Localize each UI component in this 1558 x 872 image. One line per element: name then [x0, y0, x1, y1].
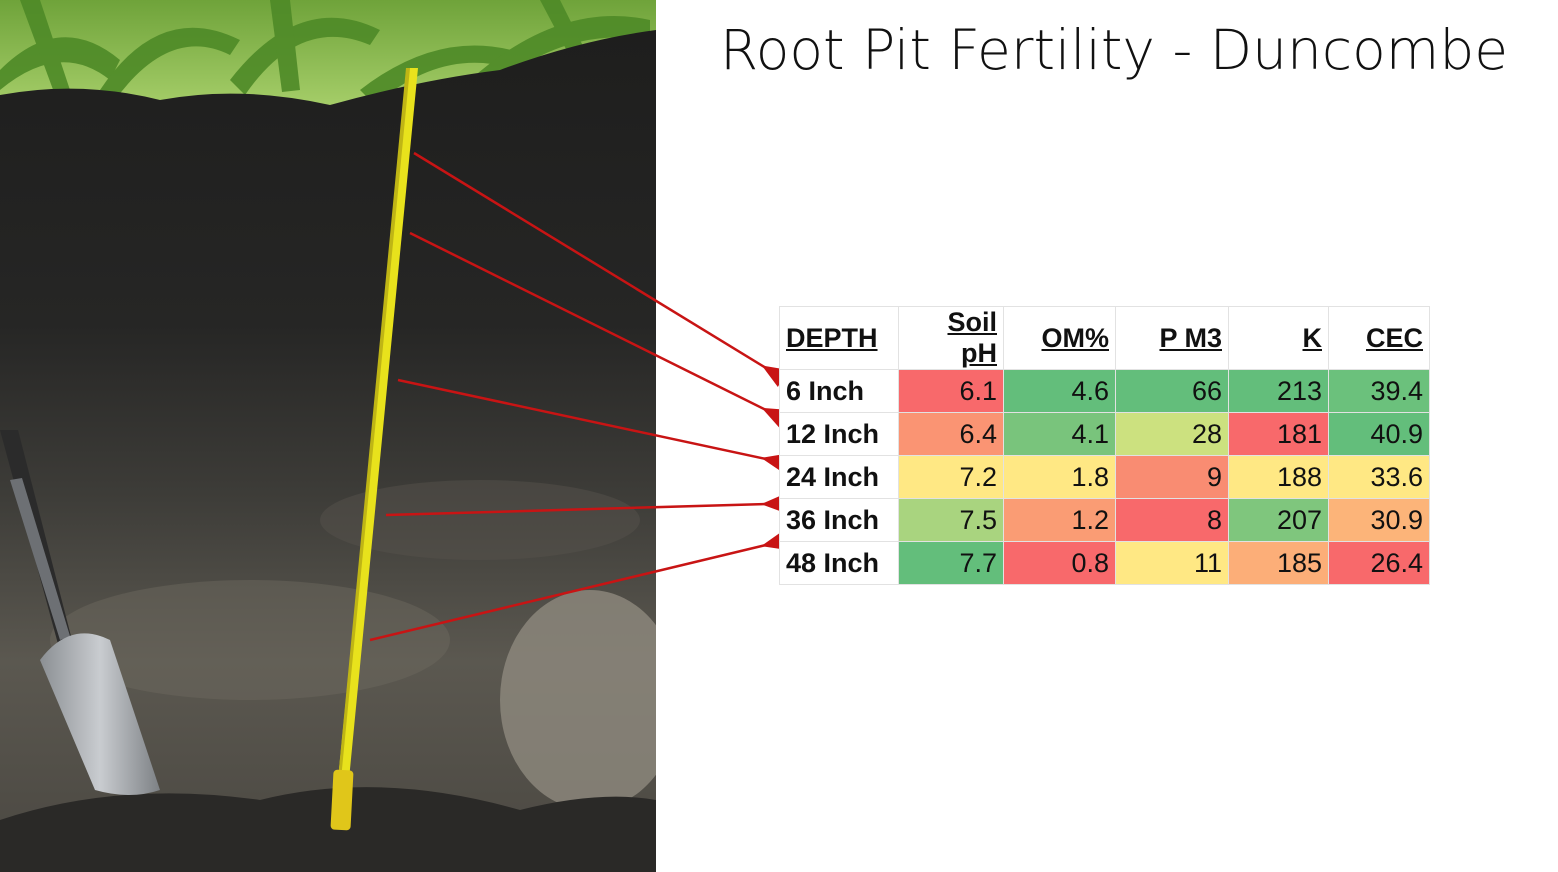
value-cell: 0.8	[1003, 541, 1116, 585]
header-depth: DEPTH	[779, 306, 899, 370]
value-cell: 185	[1228, 541, 1329, 585]
corn-leaves	[0, 0, 650, 105]
pit-floor	[0, 787, 656, 872]
value-cell: 40.9	[1328, 412, 1430, 456]
value-cell: 188	[1228, 455, 1329, 499]
value-cell: 6.4	[898, 412, 1004, 456]
value-cell: 9	[1115, 455, 1229, 499]
depth-cell: 24 Inch	[779, 455, 899, 499]
value-cell: 33.6	[1328, 455, 1430, 499]
value-cell: 4.6	[1003, 369, 1116, 413]
value-cell: 4.1	[1003, 412, 1116, 456]
value-cell: 28	[1115, 412, 1229, 456]
subsoil-patch	[500, 590, 656, 810]
table-row: 48 Inch 7.7 0.8 11 185 26.4	[779, 541, 1430, 585]
soil-pit-photo	[0, 0, 656, 872]
table-header-row: DEPTH Soil pH OM% P M3 K CEC	[779, 306, 1430, 370]
value-cell: 1.2	[1003, 498, 1116, 542]
measuring-tape-icon	[330, 68, 418, 831]
value-cell: 7.2	[898, 455, 1004, 499]
depth-cell: 6 Inch	[779, 369, 899, 413]
depth-cell: 36 Inch	[779, 498, 899, 542]
header-p-m3: P M3	[1115, 306, 1229, 370]
table-row: 36 Inch 7.5 1.2 8 207 30.9	[779, 498, 1430, 542]
value-cell: 26.4	[1328, 541, 1430, 585]
value-cell: 7.5	[898, 498, 1004, 542]
table-row: 12 Inch 6.4 4.1 28 181 40.9	[779, 412, 1430, 456]
value-cell: 1.8	[1003, 455, 1116, 499]
value-cell: 181	[1228, 412, 1329, 456]
fertility-table: DEPTH Soil pH OM% P M3 K CEC 6 Inch 6.1 …	[779, 306, 1430, 585]
depth-cell: 12 Inch	[779, 412, 899, 456]
table-row: 6 Inch 6.1 4.6 66 213 39.4	[779, 369, 1430, 413]
value-cell: 213	[1228, 369, 1329, 413]
value-cell: 30.9	[1328, 498, 1430, 542]
slide-title: Root Pit Fertility - Duncombe	[720, 18, 1509, 82]
depth-cell: 48 Inch	[779, 541, 899, 585]
header-om: OM%	[1003, 306, 1116, 370]
table-row: 24 Inch 7.2 1.8 9 188 33.6	[779, 455, 1430, 499]
value-cell: 207	[1228, 498, 1329, 542]
value-cell: 66	[1115, 369, 1229, 413]
header-cec: CEC	[1328, 306, 1430, 370]
header-soil-ph: Soil pH	[898, 306, 1004, 370]
value-cell: 11	[1115, 541, 1229, 585]
value-cell: 8	[1115, 498, 1229, 542]
value-cell: 39.4	[1328, 369, 1430, 413]
value-cell: 7.7	[898, 541, 1004, 585]
header-k: K	[1228, 306, 1329, 370]
shovel-icon	[0, 430, 160, 795]
value-cell: 6.1	[898, 369, 1004, 413]
